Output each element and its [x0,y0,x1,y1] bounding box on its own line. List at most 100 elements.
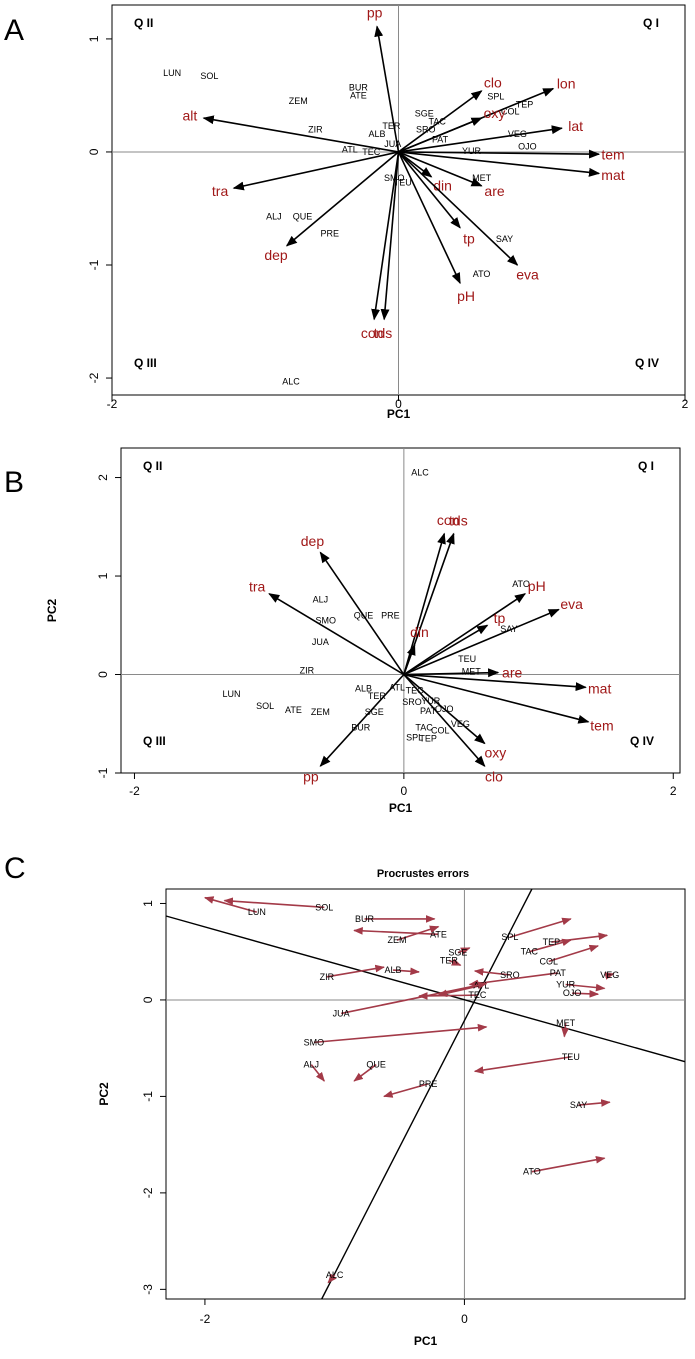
panel-b-site-label: ZEM [311,707,330,717]
panel-b-site-label: SAY [500,624,517,634]
panel-b-site-label: ATO [512,579,530,589]
panel-b-y-tick-label: 0 [96,671,110,678]
panel-c-error-arrow [529,938,572,953]
procrustes-title: Procrustes errors [377,868,469,880]
panel-b-vector-label: dep [301,533,325,549]
panel-c-site-label: SOL [315,902,333,912]
panel-a-x-tick-label: 2 [682,397,689,411]
panel-letter-c: C [4,852,26,885]
panel-c-y-tick-label: 0 [141,996,155,1003]
panel-b-vector-arrow [403,668,500,678]
panel-a-vector-label: tra [212,183,229,199]
panel-b-site-label: PRE [381,610,400,620]
panel-a-vector-arrow [371,151,400,321]
panel-c-plot: -2 0 -3 -2 -1 0 1 PC1 PC2 SOL LUN BUR ATE ZEM SGE SPLTA… [97,888,686,1348]
panel-b-site-label: TEP [419,734,437,744]
panel-c-site-label: VEG [600,970,619,980]
panel-b-quadrant-label: Q I [638,459,654,473]
panel-a-site-label: BUR [349,83,369,93]
panel-c-site-label: BUR [355,914,375,924]
panel-a-site-label: TER [382,121,401,131]
panel-c-error-arrow [223,897,325,909]
panel-b-vector-arrow [319,551,405,675]
panel-a-site-label: TEP [516,99,534,109]
panel-b-site-label: YUR [421,696,441,706]
panel-b-site-label: TER [368,691,387,701]
panel-a-vector-label: are [484,183,504,199]
panel-c-error-arrow [310,1064,325,1082]
panel-c-site-label: PAT [550,968,567,978]
panel-c-rotation-axis-line [165,915,686,1063]
panel-a-vector-label: clo [484,75,502,91]
panel-b-vector-label: din [410,624,429,640]
panel-c-site-label: COL [540,956,559,966]
panel-a-vector-label: alt [182,108,197,124]
panel-b-vector-label: eva [560,596,583,612]
panel-b-y-tick-label: -1 [96,767,110,778]
panel-c-site-label: ZEM [387,935,406,945]
panel-a-vector-arrow [398,151,483,187]
panel-a-site-label: LUN [163,68,181,78]
panel-c-error-arrow [531,1155,606,1173]
panel-a-site-label: QUE [293,211,313,221]
panel-c-error-arrow [353,1063,377,1082]
panel-b-x-tick-label: -2 [129,784,140,798]
panel-c-error-arrow [393,967,420,976]
panel-c-site-label: QUE [366,1060,386,1070]
panel-c-site-label: OJO [563,988,582,998]
panel-b-site-label: MET [462,667,482,677]
panel-a-vector-label: dep [264,247,288,263]
panel-a-site-label: TEU [394,177,412,187]
panel-b-vector-label: pp [303,768,319,784]
panel-c-error-arrow [551,932,609,943]
panel-b-vector-arrow [403,673,587,692]
panel-c-error-arrow [473,968,510,976]
panel-a-vector-arrow [398,117,483,153]
panel-b-x-axis-label: PC1 [389,801,413,815]
panel-c-site-label: ALB [385,965,402,975]
panel-a-site-label: ATE [350,90,367,100]
panel-c-site-label: ALC [326,1270,344,1280]
panel-c-site-label: SAY [570,1100,587,1110]
panel-a-site-label: SOL [200,71,218,81]
panel-a-site-label: ZIR [308,124,323,134]
panel-c-y-tick-label: 1 [141,900,155,907]
panel-b-vector-arrow [319,673,405,767]
panel-b-vector-label: clo [485,769,503,785]
panel-a-vector-arrow [397,151,461,229]
panel-a-quadrant-label: Q II [134,16,153,30]
panel-c-site-label: ALJ [304,1060,320,1070]
panel-b-vector-arrow [403,593,527,676]
panel-b-site-label: SGE [365,707,384,717]
panel-c-site-label: YUR [556,980,576,990]
panel-c-y-tick-label: -1 [141,1091,155,1102]
panel-a-site-label: SPL [487,92,504,102]
panel-b-vector-label: oxy [484,745,506,761]
panel-a-vector-arrow [285,151,400,247]
panel-c-site-label: JUA [333,1008,350,1018]
panel-b-vector-arrow [403,608,560,676]
panel-c-x-axis-label: PC1 [414,1334,438,1348]
panel-b: B -2 0 2 -1 0 1 2 PC1 PC2 Q II Q I Q III Q IV ALC ALJ S… [4,447,681,815]
panel-b-site-label: ALC [411,468,429,478]
panel-b-vector-label: tra [249,579,266,595]
panel-c-error-arrow [353,927,439,936]
panel-a-x-tick-label: -2 [107,397,118,411]
panel-a-site-label: YUR [462,146,482,156]
panel-c-error-arrow [448,958,462,966]
panel-b-site-label: ALB [355,683,372,693]
panel-a-vector-arrow [398,149,601,159]
panel-b-vector-arrow [403,643,416,675]
panel-a-site-label: ZEM [289,96,308,106]
panel-a-y-tick-label: 0 [87,148,101,155]
panel-a-vector-label: con [361,325,384,341]
panel-b-site-label: ATL [389,682,405,692]
panel-a-site-label: ATO [473,269,491,279]
panel-a-vector-arrow [374,25,400,153]
panel-b-site-label: SRO [402,697,422,707]
panel-c-error-arrow [572,989,600,998]
panel-b-site-label: ZIR [300,666,315,676]
panel-a-site-label: COL [501,106,520,116]
